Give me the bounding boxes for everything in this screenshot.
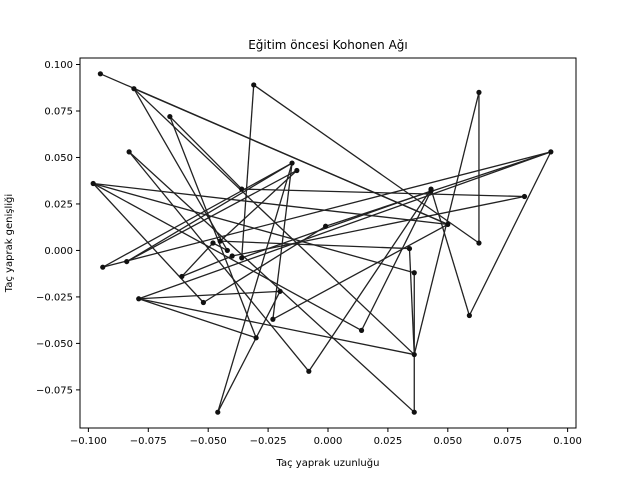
network-edge	[325, 151, 552, 227]
network-edge	[133, 88, 228, 251]
network-node	[306, 368, 312, 374]
plot-frame	[79, 57, 577, 429]
network-edge	[219, 170, 298, 242]
network-edge	[203, 225, 326, 304]
network-edge	[169, 116, 257, 339]
network-node	[131, 86, 137, 92]
network-node	[251, 82, 257, 88]
network-edge	[102, 162, 293, 268]
x-tick-label: −0.050	[190, 436, 227, 447]
network-edge	[430, 188, 470, 316]
network-edge	[360, 190, 432, 331]
network-edge	[272, 223, 449, 320]
y-tick-label: −0.050	[36, 339, 73, 350]
network-node	[406, 245, 413, 252]
network-edge	[133, 88, 449, 226]
network-edge	[181, 242, 214, 277]
x-tick-label: 0.000	[314, 436, 343, 447]
y-tick-label: 0.025	[44, 199, 73, 210]
network-node	[239, 255, 245, 261]
network-edge	[217, 162, 293, 413]
network-edge	[138, 290, 281, 300]
network-edge	[468, 151, 552, 316]
y-tick-label: 0.075	[44, 106, 73, 117]
network-edge	[93, 182, 448, 226]
network-node	[294, 167, 300, 174]
network-node	[217, 238, 223, 244]
network-node	[277, 288, 283, 294]
network-node	[200, 299, 207, 306]
y-tick-label: 0.100	[44, 60, 73, 71]
x-tick-label: 0.050	[433, 436, 462, 447]
y-axis-label: Taç yaprak genişliği	[3, 194, 15, 293]
network-edge	[126, 162, 293, 263]
x-axis-label: Taç yaprak uzunluğu	[276, 457, 380, 469]
network-node	[224, 247, 230, 254]
network-edge	[133, 88, 415, 356]
network-edge	[138, 298, 415, 356]
network-node	[358, 327, 365, 333]
network-edge	[128, 151, 415, 413]
network-node	[323, 223, 329, 229]
plot-area	[90, 71, 554, 415]
network-node	[411, 351, 417, 358]
network-edge	[126, 169, 298, 263]
network-node	[466, 312, 472, 319]
x-tick-label: 0.025	[374, 436, 403, 447]
y-tick-label: −0.025	[36, 292, 73, 303]
network-edge	[220, 240, 410, 250]
network-edge	[241, 84, 255, 258]
network-node	[289, 160, 295, 166]
network-edge	[138, 151, 552, 300]
y-tick-label: 0.000	[44, 246, 73, 257]
network-edge	[92, 182, 362, 331]
network-node	[445, 221, 451, 228]
network-edge	[181, 255, 233, 278]
y-tick-label: −0.075	[36, 385, 73, 396]
x-tick-label: −0.100	[70, 436, 107, 447]
x-axis: −0.100 −0.075 −0.050 −0.025 0.000 0.025 0.050 0…	[70, 428, 582, 447]
network-node	[97, 71, 103, 77]
x-tick-label: −0.075	[130, 436, 167, 447]
network-edge	[272, 162, 293, 320]
network-node	[270, 316, 276, 322]
chart-title: Eğitim öncesi Kohonen Ağı	[248, 38, 408, 52]
network-node	[210, 240, 216, 246]
network-node	[521, 193, 528, 200]
network-edge	[408, 248, 415, 355]
network-node	[476, 89, 482, 95]
network-node	[90, 180, 96, 187]
network-node	[136, 296, 142, 302]
network-node	[124, 258, 130, 265]
network-node	[229, 253, 235, 259]
network-node	[179, 273, 185, 280]
x-tick-label: 0.075	[493, 436, 522, 447]
network-node	[215, 409, 221, 415]
network-edge	[169, 116, 243, 190]
network-node	[126, 149, 132, 155]
network-node	[167, 113, 173, 120]
network-node	[411, 409, 417, 415]
network-edge	[212, 242, 228, 252]
network-edge	[92, 183, 204, 303]
network-edge	[217, 291, 281, 413]
y-axis: −0.075 −0.050 −0.025 0.000 0.025 0.050 0.075 0.…	[36, 60, 80, 396]
network-node	[428, 188, 434, 194]
network-edge	[253, 84, 480, 244]
network-node	[411, 270, 417, 276]
y-tick-label: 0.050	[44, 153, 73, 164]
network-edge	[102, 151, 552, 268]
network-edge	[138, 298, 257, 339]
network-node	[239, 186, 245, 192]
network-node	[100, 264, 106, 270]
network-node	[253, 335, 259, 341]
network-edge	[232, 195, 525, 257]
network-node	[548, 149, 554, 155]
network-node	[476, 240, 482, 246]
x-tick-label: −0.025	[250, 436, 287, 447]
x-tick-label: 0.100	[553, 436, 582, 447]
